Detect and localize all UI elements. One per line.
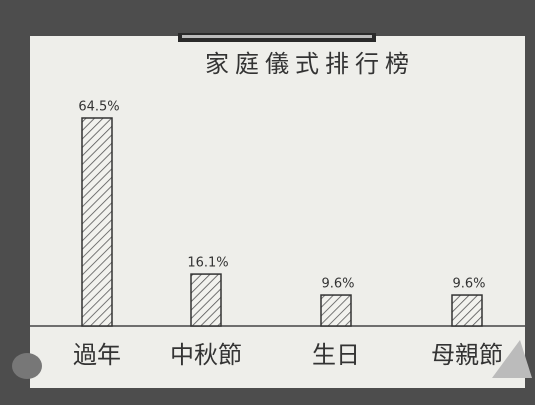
value-label: 16.1% bbox=[187, 256, 228, 271]
bar bbox=[451, 294, 483, 327]
ruler-scale bbox=[182, 35, 372, 38]
bar bbox=[81, 117, 113, 327]
x-tick-label: 生日 bbox=[312, 341, 360, 369]
value-label: 64.5% bbox=[78, 100, 119, 115]
bar bbox=[190, 273, 222, 327]
x-tick-label: 中秋節 bbox=[170, 341, 242, 369]
stone bbox=[12, 353, 42, 379]
x-tick-label: 過年 bbox=[73, 341, 121, 369]
chart-title: 家庭儀式排行榜 bbox=[205, 50, 415, 78]
bar bbox=[320, 294, 352, 327]
value-label: 9.6% bbox=[321, 277, 354, 292]
value-label: 9.6% bbox=[452, 277, 485, 292]
x-tick-label: 母親節 bbox=[431, 341, 503, 369]
paperweight bbox=[492, 340, 532, 378]
